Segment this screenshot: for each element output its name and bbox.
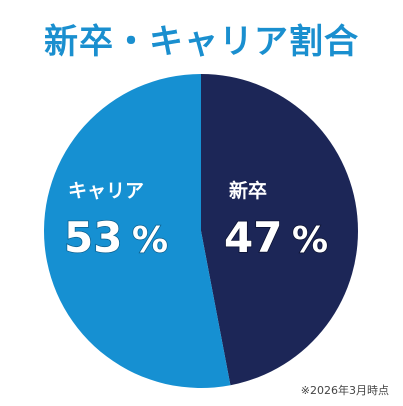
- slice-label-new-grad: 新卒: [229, 179, 267, 202]
- slice-value-new-grad: 47 %: [224, 213, 328, 262]
- slice-value-new-grad-number: 47: [224, 213, 282, 262]
- slice-value-new-grad-unit: %: [292, 220, 328, 261]
- footnote: ※2026年3月時点: [300, 384, 389, 397]
- pie-slice-career: [43, 74, 231, 388]
- chart-title: 新卒・キャリア割合: [44, 22, 359, 62]
- slice-label-career: キャリア: [68, 180, 144, 202]
- slice-value-career: 53 %: [64, 213, 168, 262]
- pie-slice-new-grad: [201, 74, 358, 386]
- slice-value-career-unit: %: [132, 220, 168, 261]
- slice-value-career-number: 53: [64, 213, 122, 262]
